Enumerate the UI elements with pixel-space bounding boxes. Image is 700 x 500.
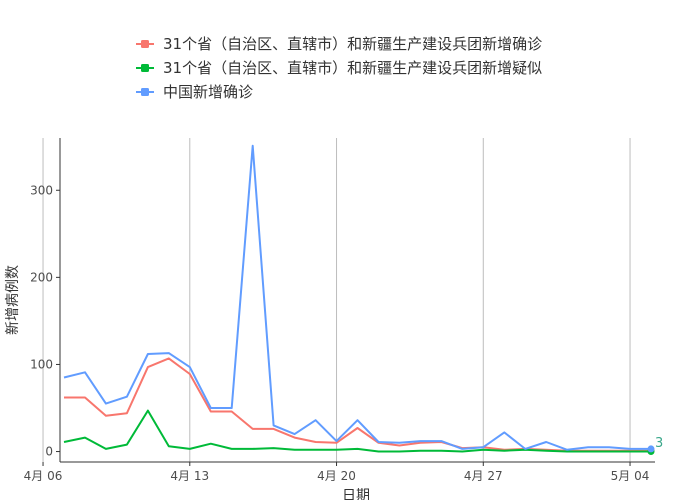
series-line-1: [63, 409, 651, 453]
annotation-label-0: 3: [655, 436, 663, 451]
y-tick-label-1: 100: [30, 357, 53, 371]
legend-label-2: 中国新增确诊: [163, 83, 253, 101]
x-tick-label-2: 4月 20: [317, 469, 356, 483]
legend-label-1: 31个省（自治区、直辖市）和新疆生产建设兵团新增疑似: [163, 59, 542, 77]
y-tick-label-0: 0: [45, 445, 53, 459]
legend-label-0: 31个省（自治区、直辖市）和新疆生产建设兵团新增确诊: [163, 35, 542, 53]
x-tick-label-3: 4月 27: [464, 469, 503, 483]
legend: 31个省（自治区、直辖市）和新疆生产建设兵团新增确诊 31个省（自治区、直辖市）和…: [136, 35, 542, 101]
y-axis-title: 新增病例数: [5, 265, 21, 335]
series-line-0: [64, 357, 651, 452]
x-tick-label-4: 5月 04: [611, 469, 650, 483]
legend-key-marker-0: [141, 40, 149, 48]
legend-key-marker-1: [141, 64, 149, 72]
series-line-2: [63, 144, 651, 451]
x-tick-label-1: 4月 13: [170, 469, 209, 483]
gridlines: [42, 138, 631, 462]
series-end-point-2: [647, 445, 655, 453]
legend-key-marker-2: [141, 88, 149, 96]
x-axis-title: 日期: [342, 488, 370, 500]
y-tick-label-2: 200: [30, 270, 53, 284]
y-tick-label-3: 300: [30, 183, 53, 197]
x-tick-label-0: 4月 06: [24, 469, 63, 483]
